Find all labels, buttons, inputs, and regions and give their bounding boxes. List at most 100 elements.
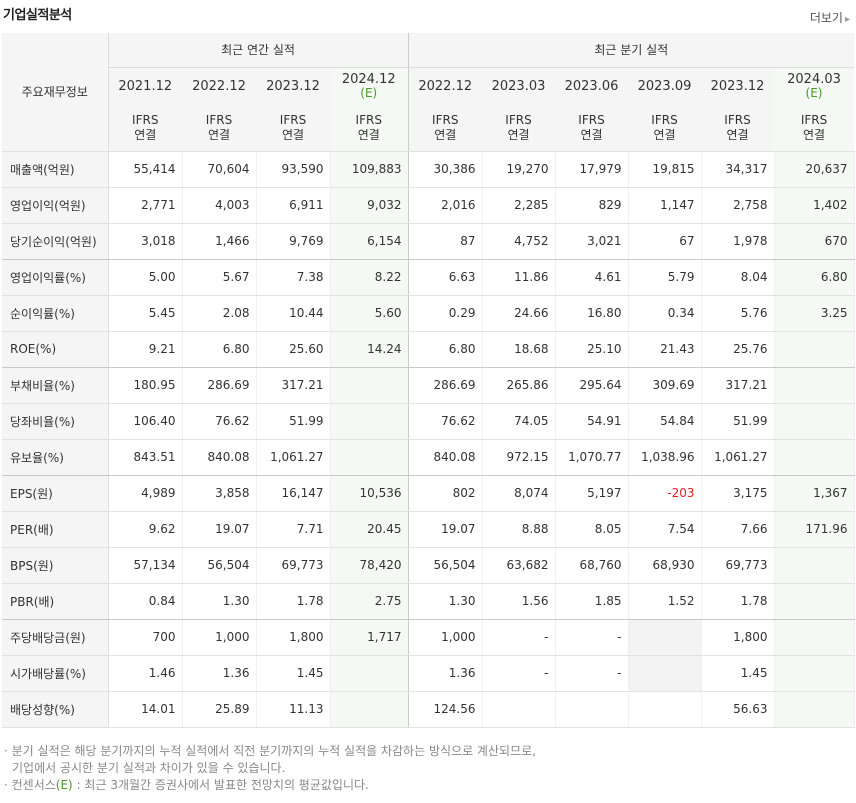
table-cell: 1,061.27: [256, 439, 331, 476]
ifrs-consolidated: 연결: [281, 127, 305, 142]
row-label: 순이익률(%): [2, 295, 109, 332]
table-cell: 1,466: [182, 223, 257, 260]
ifrs-standard: IFRS: [279, 112, 307, 127]
table-cell: 6.80: [774, 259, 855, 296]
row-label: PBR(배): [2, 583, 109, 620]
row-label: 당기순이익(억원): [2, 223, 109, 260]
footnotes: · 분기 실적은 해당 분기까지의 누적 실적에서 직전 분기까지의 누적 실적…: [4, 743, 536, 794]
table-cell: 1,800: [256, 619, 331, 656]
table-cell: 14.24: [330, 331, 409, 368]
table-row: 유보율(%) 843.51 840.08 1,061.27 840.08 972.15 1,…: [2, 439, 855, 476]
table-cell: 63,682: [482, 547, 556, 584]
table-cell: 171.96: [774, 511, 855, 548]
row-label: PER(배): [2, 511, 109, 548]
table-cell: 51.99: [256, 403, 331, 440]
table-cell: -: [555, 619, 629, 656]
table-cell: 7.38: [256, 259, 331, 296]
table-cell: 54.91: [555, 403, 629, 440]
table-cell: 0.34: [628, 295, 702, 332]
table-cell: 10.44: [256, 295, 331, 332]
table-cell: 4,752: [482, 223, 556, 260]
note-1: · 분기 실적은 해당 분기까지의 누적 실적에서 직전 분기까지의 누적 실적…: [4, 744, 536, 758]
table-cell: -: [555, 655, 629, 692]
period-header: 2021.12: [108, 67, 182, 105]
ifrs-label: IFRS 연결: [774, 105, 855, 152]
table-cell: 843.51: [108, 439, 183, 476]
more-label: 더보기: [809, 11, 843, 25]
table-cell: 25.76: [701, 331, 775, 368]
table-cell: [330, 367, 409, 404]
table-cell: 1.52: [628, 583, 702, 620]
table-cell: -: [482, 619, 556, 656]
table-cell: 3.25: [774, 295, 855, 332]
table-cell: 1,402: [774, 187, 855, 224]
table-cell: 11.13: [256, 691, 331, 728]
table-cell: [330, 691, 409, 728]
table-cell: 1,978: [701, 223, 775, 260]
period-label: 2022.12: [418, 78, 473, 94]
table-cell: 5.00: [108, 259, 183, 296]
table-cell: 68,930: [628, 547, 702, 584]
table-cell: [482, 691, 556, 728]
ifrs-consolidated: 연결: [507, 127, 530, 142]
table-cell: 34,317: [701, 151, 775, 188]
table-cell: 7.54: [628, 511, 702, 548]
table-row: 당기순이익(억원) 3,018 1,466 9,769 6,154 87 4,752 3,02…: [2, 223, 855, 260]
row-label: 부채비율(%): [2, 367, 109, 404]
financial-table: 주요재무정보 최근 연간 실적 최근 분기 실적 2021.12 2022.12 2…: [2, 33, 855, 728]
table-cell: 78,420: [330, 547, 409, 584]
header-row-label: 주요재무정보: [2, 33, 109, 152]
ifrs-consolidated: 연결: [726, 127, 749, 142]
row-label: 영업이익(억원): [2, 187, 109, 224]
table-cell: 20.45: [330, 511, 409, 548]
table-cell: 8.05: [555, 511, 629, 548]
table-cell: [330, 403, 409, 440]
table-cell: 1,147: [628, 187, 702, 224]
table-cell: 8,074: [482, 475, 556, 512]
table-cell: 1.78: [701, 583, 775, 620]
table-cell: -: [482, 655, 556, 692]
table-cell: 9.62: [108, 511, 183, 548]
table-row: BPS(원) 57,134 56,504 69,773 78,420 56,504 63,6…: [2, 547, 855, 584]
table-cell: 840.08: [182, 439, 257, 476]
period-header: 2022.12: [407, 67, 482, 105]
table-cell: 74.05: [482, 403, 556, 440]
note-2: 기업에서 공시한 분기 실적과 차이가 있을 수 있습니다.: [12, 761, 286, 775]
table-cell: 19,270: [482, 151, 556, 188]
table-cell: 51.99: [701, 403, 775, 440]
table-cell: 25.10: [555, 331, 629, 368]
ifrs-standard: IFRS: [432, 112, 459, 127]
table-cell: 317.21: [256, 367, 331, 404]
ifrs-consolidated: 연결: [134, 127, 157, 142]
table-cell: 1,717: [330, 619, 409, 656]
more-link[interactable]: 더보기 ▸: [810, 9, 850, 26]
table-cell: 109,883: [330, 151, 409, 188]
table-cell: 1,000: [407, 619, 483, 656]
table-cell: [628, 619, 702, 656]
table-cell: 1.78: [256, 583, 331, 620]
table-cell: [774, 331, 855, 368]
period-label: 2021.12: [118, 78, 173, 94]
ifrs-label: IFRS 연결: [330, 105, 408, 152]
row-label: BPS(원): [2, 547, 109, 584]
table-cell: 8.04: [701, 259, 775, 296]
table-cell: 3,021: [555, 223, 629, 260]
table-cell: [774, 439, 855, 476]
ifrs-consolidated: 연결: [653, 127, 676, 142]
note-3-suffix: : 최근 3개월간 증권사에서 발표한 전망치의 평균값입니다.: [72, 778, 369, 792]
table-row: 시가배당률(%) 1.46 1.36 1.45 1.36- -1.45: [2, 655, 855, 692]
ifrs-label: IFRS 연결: [628, 105, 701, 152]
table-cell: 829: [555, 187, 629, 224]
table-cell: 69,773: [256, 547, 331, 584]
table-cell: 68,760: [555, 547, 629, 584]
table-cell: 5.76: [701, 295, 775, 332]
table-cell: 93,590: [256, 151, 331, 188]
ifrs-standard: IFRS: [651, 112, 678, 127]
table-row: 매출액(억원) 55,414 70,604 93,590 109,883 30,386 19…: [2, 151, 855, 188]
table-cell: [774, 619, 855, 656]
table-cell: 3,175: [701, 475, 775, 512]
table-cell: 309.69: [628, 367, 702, 404]
period-label: 2024.03: [787, 72, 841, 88]
table-cell: 18.68: [482, 331, 556, 368]
table-cell: 30,386: [407, 151, 483, 188]
